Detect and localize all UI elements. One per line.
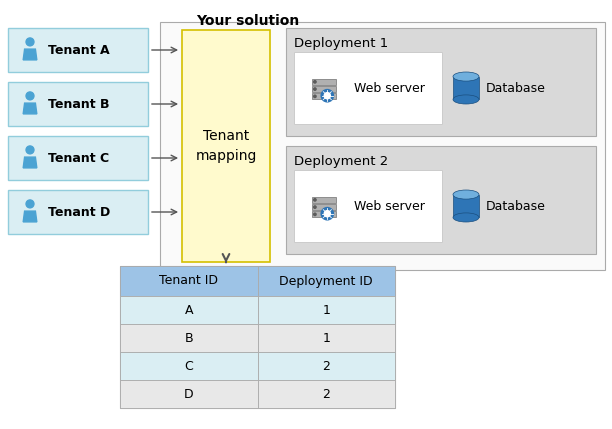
Text: Deployment ID: Deployment ID — [280, 275, 373, 287]
Bar — [160, 22, 605, 270]
Ellipse shape — [453, 72, 479, 81]
Text: Tenant A: Tenant A — [48, 43, 110, 57]
Bar — [120, 296, 258, 324]
Bar — [8, 82, 148, 126]
Circle shape — [26, 146, 34, 154]
Circle shape — [314, 81, 316, 83]
Polygon shape — [23, 157, 37, 168]
Text: A: A — [184, 303, 193, 317]
Circle shape — [314, 213, 316, 215]
Circle shape — [314, 199, 316, 201]
Ellipse shape — [453, 95, 479, 104]
Text: D: D — [184, 387, 193, 401]
Text: Tenant B: Tenant B — [48, 97, 110, 111]
Bar — [258, 352, 395, 380]
Circle shape — [324, 93, 330, 99]
Circle shape — [26, 200, 34, 208]
Bar — [286, 28, 596, 136]
Bar — [258, 266, 395, 296]
Bar — [312, 79, 336, 85]
Bar — [312, 204, 336, 210]
Text: Deployment 2: Deployment 2 — [294, 154, 388, 167]
Circle shape — [321, 208, 334, 220]
Bar — [312, 93, 336, 100]
Bar — [120, 266, 395, 408]
Text: 2: 2 — [323, 360, 330, 372]
Ellipse shape — [453, 213, 479, 222]
Text: Database: Database — [486, 199, 546, 212]
Bar — [120, 324, 258, 352]
Bar — [453, 194, 479, 218]
Circle shape — [26, 92, 34, 100]
Polygon shape — [23, 211, 37, 222]
Bar — [120, 266, 258, 296]
Text: 1: 1 — [323, 332, 330, 344]
Circle shape — [26, 38, 34, 46]
Ellipse shape — [453, 190, 479, 199]
Bar — [120, 380, 258, 408]
Text: Database: Database — [486, 82, 546, 94]
Circle shape — [314, 88, 316, 90]
Bar — [8, 136, 148, 180]
Bar — [182, 30, 270, 262]
Bar — [286, 146, 596, 254]
Text: 1: 1 — [323, 303, 330, 317]
Text: C: C — [184, 360, 193, 372]
Bar — [312, 211, 336, 218]
Text: Tenant
mapping: Tenant mapping — [195, 129, 256, 163]
Text: Deployment 1: Deployment 1 — [294, 36, 388, 49]
Bar — [453, 76, 479, 100]
Text: 2: 2 — [323, 387, 330, 401]
Bar — [8, 190, 148, 234]
Circle shape — [314, 95, 316, 97]
Bar — [312, 86, 336, 92]
Bar — [8, 28, 148, 72]
Text: Tenant D: Tenant D — [48, 205, 110, 218]
Bar — [294, 52, 442, 124]
Text: Tenant C: Tenant C — [48, 151, 109, 164]
Bar — [258, 296, 395, 324]
Circle shape — [321, 90, 334, 102]
Text: B: B — [184, 332, 193, 344]
Polygon shape — [23, 103, 37, 114]
Bar — [120, 352, 258, 380]
Circle shape — [324, 211, 330, 217]
Bar — [312, 197, 336, 203]
Polygon shape — [23, 49, 37, 60]
Text: Web server: Web server — [354, 199, 425, 212]
Circle shape — [314, 206, 316, 208]
Text: Web server: Web server — [354, 82, 425, 94]
Bar — [258, 380, 395, 408]
Text: Your solution: Your solution — [196, 14, 300, 28]
Text: Tenant ID: Tenant ID — [159, 275, 218, 287]
Bar — [258, 324, 395, 352]
Bar — [294, 170, 442, 242]
